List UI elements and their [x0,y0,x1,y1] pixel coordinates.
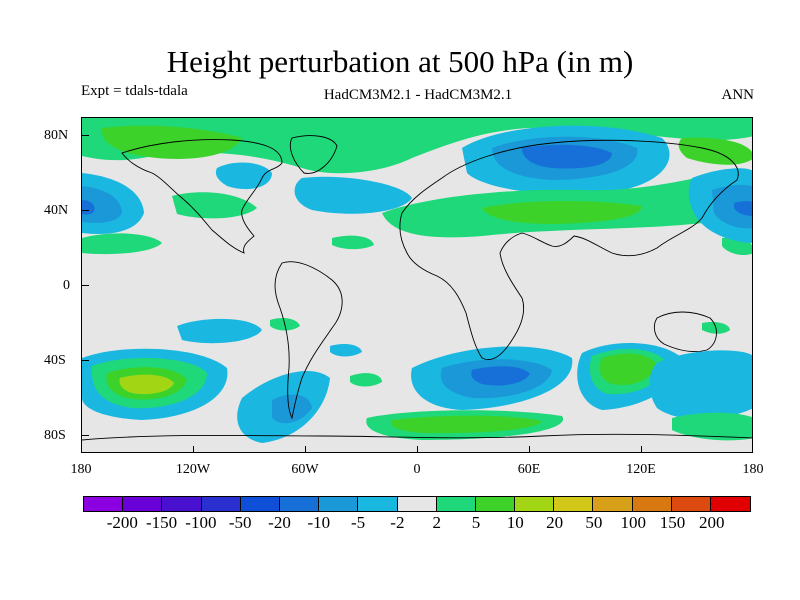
contour-region [712,184,752,229]
lon-tick [641,446,642,453]
lat-tick [81,285,89,286]
lon-label-60w: 60W [291,462,319,477]
period-label: ANN [721,87,755,103]
lon-label-180e: 180 [742,462,764,477]
colorbar-box [358,497,398,511]
contour-region [215,162,272,190]
colorbar-label: 200 [699,513,725,532]
contour-region [390,415,542,434]
lon-tick [305,446,306,453]
colorbar-box [397,497,437,511]
colorbar-label: -5 [351,513,366,532]
lon-tick [193,446,194,453]
coastlines [82,135,752,441]
contour-region [482,201,642,224]
contour-region [172,192,257,219]
colorbar-box [123,497,163,511]
colorbar-box [554,497,594,511]
contour-region [522,144,612,169]
contour-region [294,176,412,214]
map-title: Height perturbation at 500 hPa (in m) [166,44,634,79]
contour-region [82,118,752,174]
coastline-south-america [274,261,343,420]
contour-region [471,366,530,386]
model-label: HadCM3M2.1 - HadCM3M2.1 [323,87,513,103]
contour-region [119,374,174,395]
contour-region [734,201,752,216]
colorbar [83,496,752,512]
contour-fills [82,118,752,443]
contour-region [678,137,752,165]
lat-label-80n: 80N [44,128,69,143]
lon-label-60e: 60E [517,462,541,477]
colorbar-label: 50 [585,513,603,532]
contour-region [272,394,312,424]
contour-region [350,373,382,387]
contour-region [332,235,374,250]
colorbar-box [515,497,555,511]
lon-label-120w: 120W [175,462,211,477]
colorbar-box [593,497,633,511]
colorbar-label: -200 [106,513,138,532]
contour-region [599,353,657,386]
colorbar-box [711,497,751,511]
coastline-north-america [121,139,283,254]
contour-map [82,118,752,443]
colorbar-box [671,497,711,511]
coastline-greenland [289,135,338,174]
contour-region [330,344,362,357]
lat-tick [81,135,89,136]
colorbar-box [279,497,320,511]
colorbar-label: 10 [506,513,524,532]
colorbar-label: -50 [228,513,252,532]
contour-region [82,186,122,223]
colorbar-label: -2 [390,513,405,532]
contour-region [82,233,162,255]
experiment-label: Expt = tdals-tdala [81,83,188,99]
contour-region [649,350,752,420]
contour-region [672,412,752,441]
colorbar-box [84,497,124,511]
lon-label-120e: 120E [626,462,656,477]
lon-tick [529,446,530,453]
coastline-australia [653,311,717,353]
lon-tick [417,446,418,453]
coastline-eurasia-africa [399,139,739,360]
colorbar-box [201,497,241,511]
colorbar-label: 150 [659,513,686,532]
lat-tick [81,210,89,211]
lat-label-40n: 40N [44,203,69,218]
lat-tick [81,360,89,361]
colorbar-label: -20 [268,513,291,532]
colorbar-label: 100 [620,513,646,532]
colorbar-box [319,497,359,511]
lat-tick [81,435,89,436]
coastline-antarctica [82,433,752,441]
colorbar-label: -10 [307,513,331,532]
colorbar-box [475,497,516,511]
lat-label-0: 0 [63,278,70,293]
lat-label-40s: 40S [44,353,66,368]
contour-region [177,318,262,344]
lat-label-80s: 80S [44,428,66,443]
colorbar-box [632,497,672,511]
colorbar-label: -150 [146,513,178,532]
map-panel [81,117,753,453]
colorbar-box [240,497,280,511]
colorbar-label: 5 [471,513,481,532]
colorbar-box [162,497,202,511]
lon-label-180w: 180 [70,462,92,477]
colorbar-label: 20 [546,513,564,532]
colorbar-label: -100 [185,513,217,532]
lon-label-0: 0 [413,462,421,477]
colorbar-box [436,497,476,511]
colorbar-label: 2 [432,513,441,532]
